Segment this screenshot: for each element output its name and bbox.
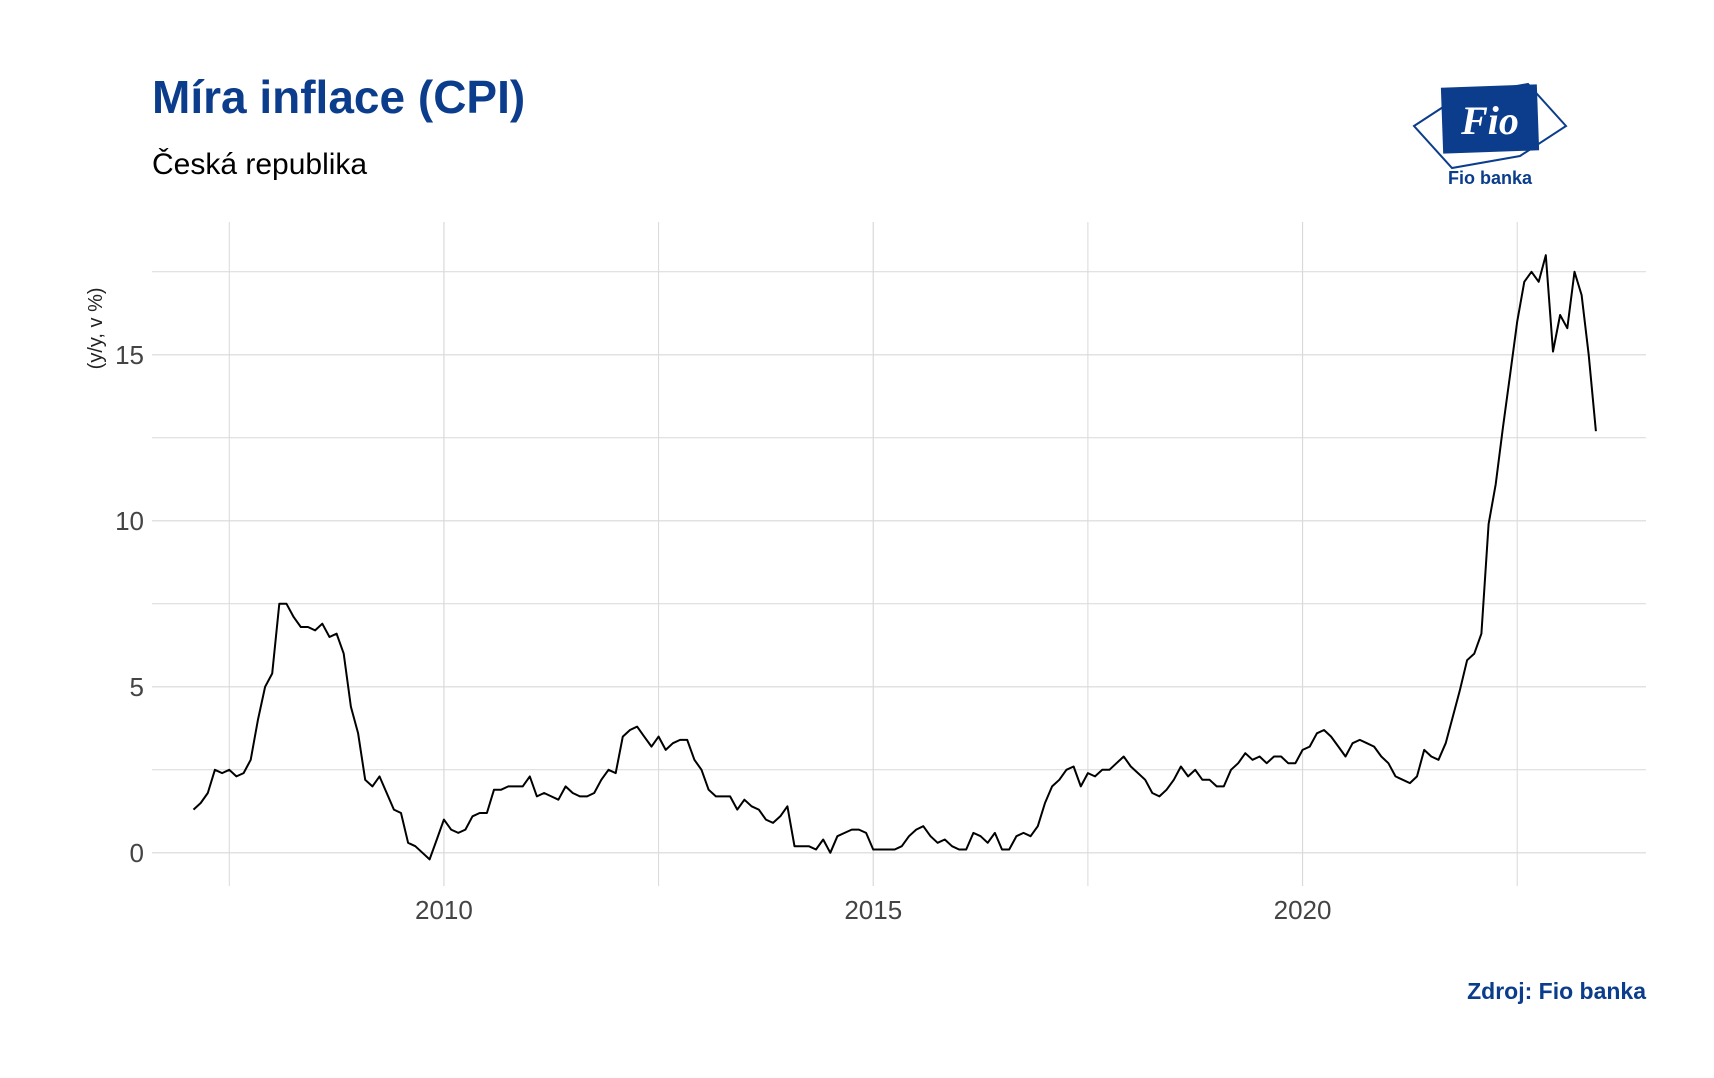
y-tick-label: 0 [130,838,144,868]
series-line [192,254,1597,861]
logo-flag-shape [1440,84,1540,154]
x-tick-label: 2015 [844,895,902,925]
fio-logo-icon: Fio [1412,82,1568,170]
x-tick-label: 2010 [415,895,473,925]
logo-text: Fio [1460,98,1519,143]
x-tick-label: 2020 [1274,895,1332,925]
logo-caption: Fio banka [1447,168,1532,188]
source-note: Zdroj: Fio banka [1467,978,1646,1004]
y-axis-title: (y/y, v %) [85,287,107,369]
y-tick-label: 15 [115,340,144,370]
chart-title: Míra inflace (CPI) [152,71,526,123]
y-tick-label: 5 [130,672,144,702]
chart-subtitle: Česká republika [152,148,368,181]
y-tick-label: 10 [115,506,144,536]
